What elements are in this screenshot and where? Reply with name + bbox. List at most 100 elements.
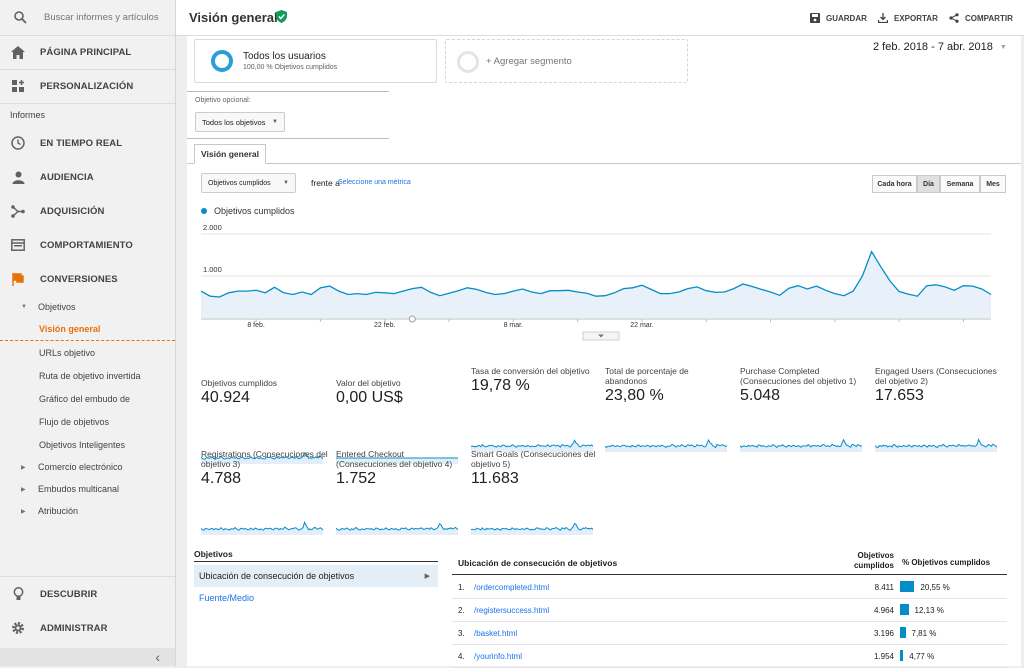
nav-goals-label: Objetivos — [38, 302, 76, 312]
collapsed-triangle-icon: ▶ — [21, 464, 26, 471]
x-tick-label: 8 feb. — [247, 322, 265, 329]
dimension-goal-location[interactable]: Ubicación de consecución de objetivos ▶ — [194, 565, 438, 587]
date-range-picker[interactable]: 2 feb. 2018 - 7 abr. 2018 ▼ — [873, 41, 1007, 53]
metric-label: Tasa de conversión del objetivo — [471, 366, 590, 376]
metric-value: 23,80 % — [605, 387, 664, 404]
metric-value: 0,00 US$ — [336, 389, 403, 406]
col-goal-completions: Objetivos cumplidos — [853, 551, 894, 570]
row-pct: 12,13 % — [914, 606, 944, 615]
table-row: 4. /yourinfo.html 1.954 4,77 % — [452, 645, 1007, 668]
gear-icon — [10, 620, 26, 636]
granularity-week[interactable]: Semana — [940, 175, 980, 193]
dimension-goal-location-label: Ubicación de consecución de objetivos — [199, 571, 355, 581]
nav-customization-label: PERSONALIZACIÓN — [40, 81, 134, 92]
expand-caret-icon — [598, 334, 604, 338]
sidebar: Buscar informes y artículos PÁGINA PRINC… — [0, 0, 176, 666]
nav-reverse-goal-path[interactable]: Ruta de objetivo invertida — [39, 370, 141, 381]
nav-discover[interactable]: DESCUBRIR — [0, 577, 175, 611]
nav-goals[interactable]: ▼ Objetivos — [0, 296, 175, 318]
metric-label: Objetivos cumplidos — [201, 378, 278, 388]
share-button[interactable]: COMPARTIR — [949, 13, 1013, 23]
nav-conversions[interactable]: CONVERSIONES — [0, 262, 175, 296]
metric-label: Engaged Users (Consecuciones del objetiv… — [875, 366, 997, 386]
nav-realtime-label: EN TIEMPO REAL — [40, 137, 123, 149]
nav-smart-goals[interactable]: Objetivos Inteligentes — [39, 439, 126, 450]
metric-card[interactable]: Valor del objetivo 0,00 US$ — [336, 378, 464, 464]
chart-legend: Objetivos cumplidos — [201, 206, 295, 216]
row-index: 3. — [458, 629, 465, 638]
metric-card[interactable]: Tasa de conversión del objetivo 19,78 % — [471, 366, 599, 452]
lightbulb-icon — [10, 586, 26, 602]
row-pct-bar — [900, 627, 906, 638]
dimension-source-medium[interactable]: Fuente/Medio — [199, 593, 255, 603]
nav-multichannel[interactable]: ▶ Embudos multicanal — [0, 478, 175, 500]
nav-acquisition[interactable]: ADQUISICIÓN — [0, 194, 175, 228]
add-segment-button[interactable]: + Agregar segmento — [445, 39, 688, 83]
y-tick-label: 1.000 — [203, 265, 222, 274]
row-page-link[interactable]: /yourinfo.html — [474, 652, 523, 661]
nav-ecommerce[interactable]: ▶ Comercio electrónico — [0, 456, 175, 478]
metric-value: 4.788 — [201, 470, 242, 487]
metric-sparkline — [201, 521, 323, 535]
legend-label: Objetivos cumplidos — [214, 206, 295, 216]
nav-realtime[interactable]: EN TIEMPO REAL — [0, 126, 175, 160]
metric-card[interactable]: Smart Goals (Consecuciones del objetivo … — [471, 449, 599, 535]
row-page-link[interactable]: /registersuccess.html — [474, 606, 550, 615]
metric-select-value: Objetivos cumplidos — [208, 179, 271, 187]
export-button[interactable]: EXPORTAR — [878, 13, 938, 23]
segment-name: Todos los usuarios — [243, 51, 326, 62]
granularity-day[interactable]: Día — [917, 175, 940, 193]
metric-select[interactable]: Objetivos cumplidos ▼ — [201, 173, 296, 193]
collapse-sidebar-icon[interactable]: ‹ — [155, 649, 160, 665]
row-page-link[interactable]: /ordercompleted.html — [474, 583, 550, 592]
metric-card[interactable]: Purchase Completed (Consecuciones del ob… — [740, 366, 868, 452]
x-tick-label: 8 mar. — [504, 322, 524, 329]
goal-option-select[interactable]: Todos los objetivos ▼ — [195, 112, 285, 132]
x-tick-label: 22 feb. — [374, 322, 395, 329]
nav-funnel-visualization[interactable]: Gráfico del embudo de — [39, 393, 131, 404]
nav-goal-overview[interactable]: Visión general — [0, 318, 175, 341]
nav-discover-label: DESCUBRIR — [40, 588, 98, 600]
nav-ecommerce-label: Comercio electrónico — [38, 462, 123, 472]
nav-attribution[interactable]: ▶ Atribución — [0, 500, 175, 522]
metric-value: 40.924 — [201, 389, 250, 406]
nav-admin[interactable]: ADMINISTRAR — [0, 611, 175, 645]
chevron-right-icon: ▶ — [424, 573, 430, 580]
metric-card[interactable]: Objetivos cumplidos 40.924 — [201, 378, 329, 464]
row-count: 8.411 — [874, 583, 894, 592]
save-button[interactable]: GUARDAR — [810, 13, 867, 23]
search-icon — [12, 10, 28, 26]
clock-icon — [10, 135, 26, 151]
goal-option-value: Todos los objetivos — [202, 117, 266, 127]
header-bar: Visión general GUARDAR EXPORTAR COMPARTI… — [176, 0, 1024, 36]
metric-value: 19,78 % — [471, 377, 530, 394]
nav-home[interactable]: PÁGINA PRINCIPAL — [0, 36, 175, 70]
person-icon — [10, 169, 26, 185]
tab-overview[interactable]: Visión general — [194, 144, 266, 164]
metric-sparkline — [201, 452, 323, 464]
metric-card[interactable]: Entered Checkout (Consecuciones del obje… — [336, 449, 464, 535]
metric-card[interactable]: Engaged Users (Consecuciones del objetiv… — [875, 366, 1003, 452]
metric-card[interactable]: Registrations (Consecuciones del objetiv… — [201, 449, 329, 535]
dashboard-icon — [10, 79, 26, 95]
metric-sparkline — [875, 438, 997, 452]
search-box[interactable]: Buscar informes y artículos — [0, 0, 175, 36]
metric-label: Smart Goals (Consecuciones del objetivo … — [471, 449, 596, 469]
nav-customization[interactable]: PERSONALIZACIÓN — [0, 70, 175, 104]
metric-sparkline — [336, 523, 458, 535]
metric-card[interactable]: Total de porcentaje de abandonos 23,80 % — [605, 366, 733, 452]
row-page-link[interactable]: /basket.html — [474, 629, 518, 638]
dropdown-caret-icon: ▼ — [272, 119, 278, 125]
nav-behavior-label: COMPORTAMIENTO — [40, 239, 133, 251]
nav-behavior[interactable]: COMPORTAMIENTO — [0, 228, 175, 262]
metric-value: 11.683 — [471, 470, 519, 487]
share-label: COMPARTIR — [965, 13, 1013, 23]
nav-goal-flow[interactable]: Flujo de objetivos — [39, 416, 110, 427]
nav-goal-urls[interactable]: URLs objetivo — [39, 347, 96, 358]
col-goal-location: Ubicación de consecución de objetivos — [458, 558, 618, 568]
segment-all-users[interactable]: Todos los usuarios 100,00 % Objetivos cu… — [194, 39, 437, 83]
granularity-hourly[interactable]: Cada hora — [872, 175, 917, 193]
granularity-month[interactable]: Mes — [980, 175, 1006, 193]
select-metric-link[interactable]: Seleccione una métrica — [338, 179, 411, 186]
nav-audience[interactable]: AUDIENCIA — [0, 160, 175, 194]
